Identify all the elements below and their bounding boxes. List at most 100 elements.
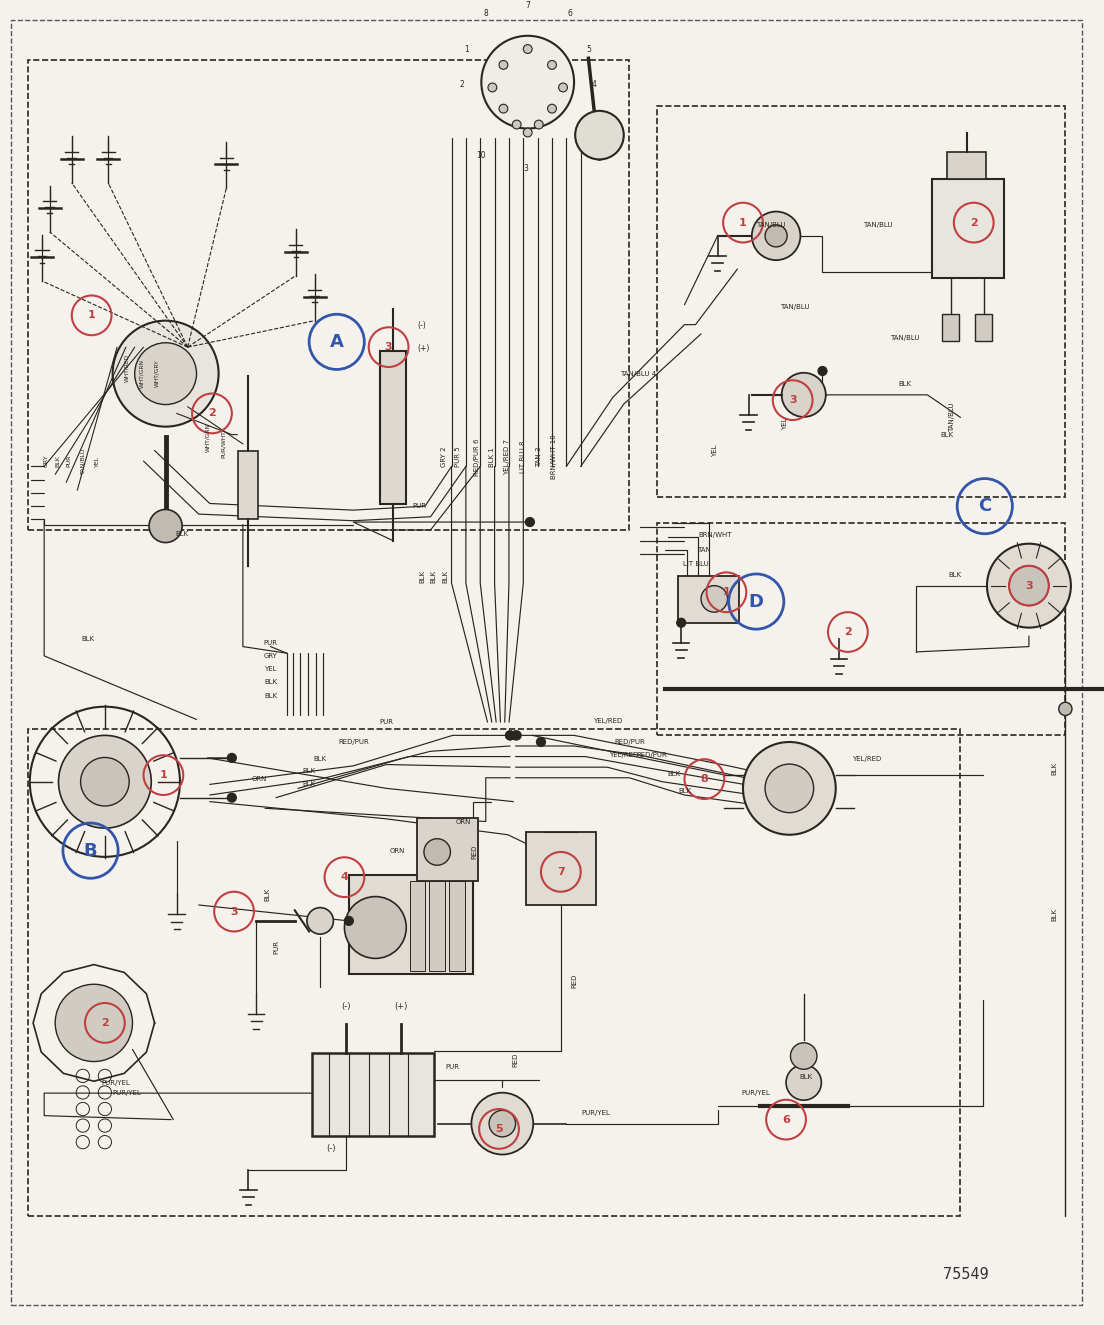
Text: YEL/RED: YEL/RED — [609, 753, 638, 758]
Text: 2: 2 — [208, 408, 216, 419]
Text: BLK: BLK — [899, 382, 912, 387]
Text: BLK: BLK — [302, 782, 316, 787]
Bar — [942, 314, 959, 341]
Circle shape — [488, 83, 497, 91]
Circle shape — [782, 372, 826, 417]
Text: 10: 10 — [477, 151, 486, 159]
Text: BLK: BLK — [948, 572, 962, 578]
Circle shape — [765, 225, 787, 246]
Circle shape — [743, 742, 836, 835]
Bar — [657, 523, 1065, 735]
Text: BLK: BLK — [941, 432, 954, 437]
Text: A: A — [330, 333, 343, 351]
Circle shape — [489, 1110, 516, 1137]
Text: 7: 7 — [556, 867, 565, 877]
Text: TAN/BLU: TAN/BLU — [781, 305, 809, 310]
Text: TAN/BLU: TAN/BLU — [81, 448, 85, 474]
Text: 5: 5 — [496, 1124, 502, 1134]
Text: C: C — [978, 497, 991, 515]
Circle shape — [987, 543, 1071, 628]
Text: YEL: YEL — [264, 666, 277, 672]
Text: WHT/GRN: WHT/GRN — [205, 423, 210, 452]
Circle shape — [307, 908, 333, 934]
Text: LIT BLU: LIT BLU — [682, 562, 709, 567]
Circle shape — [512, 731, 521, 739]
Text: PUR: PUR — [446, 1064, 459, 1069]
Text: BLK: BLK — [176, 531, 189, 537]
Circle shape — [506, 731, 514, 739]
Text: BRN/WHT: BRN/WHT — [699, 533, 732, 538]
Text: 4: 4 — [592, 81, 596, 89]
Text: BLK: BLK — [264, 680, 277, 685]
Bar — [449, 881, 465, 971]
Text: TAN 3: TAN 3 — [535, 447, 542, 468]
Text: PUR 5: PUR 5 — [455, 447, 461, 468]
Text: PUR: PUR — [380, 719, 393, 725]
Text: 3: 3 — [789, 395, 796, 405]
Text: 7: 7 — [526, 1, 530, 9]
Text: PUR/YEL: PUR/YEL — [102, 1080, 130, 1085]
Text: 2: 2 — [843, 627, 852, 637]
Text: PUR/YEL: PUR/YEL — [742, 1090, 771, 1096]
Bar — [28, 729, 960, 1216]
Circle shape — [227, 754, 236, 762]
Text: BLK: BLK — [799, 1075, 813, 1080]
Text: 1: 1 — [159, 770, 168, 780]
Text: BLK: BLK — [264, 693, 277, 698]
Text: PUR: PUR — [66, 454, 71, 468]
Text: BLK: BLK — [442, 570, 448, 583]
Text: PUR/WHT: PUR/WHT — [221, 431, 225, 457]
Text: TAN/BLU: TAN/BLU — [948, 403, 955, 432]
Circle shape — [523, 129, 532, 136]
Text: BRN/WHT 10: BRN/WHT 10 — [551, 435, 558, 480]
Text: (-): (-) — [341, 1002, 350, 1011]
Circle shape — [818, 367, 827, 375]
Circle shape — [526, 518, 534, 526]
Text: BLK: BLK — [1051, 762, 1058, 775]
Text: D: D — [749, 592, 764, 611]
Text: ORN: ORN — [390, 848, 405, 853]
Bar — [312, 1053, 434, 1136]
Text: GRY: GRY — [44, 454, 49, 468]
Circle shape — [523, 45, 532, 53]
Text: TAN: TAN — [698, 547, 711, 553]
Circle shape — [344, 917, 353, 925]
Text: 3: 3 — [231, 906, 237, 917]
Bar — [526, 832, 596, 905]
Circle shape — [499, 105, 508, 113]
Circle shape — [113, 321, 219, 427]
Text: 2: 2 — [969, 217, 978, 228]
Text: 3: 3 — [1026, 580, 1032, 591]
Text: 6: 6 — [567, 9, 572, 17]
Text: GRY: GRY — [264, 653, 277, 659]
Text: YEL: YEL — [712, 444, 719, 457]
Text: 2: 2 — [459, 81, 464, 89]
Text: BLK: BLK — [264, 888, 270, 901]
Text: 75549: 75549 — [943, 1267, 989, 1283]
Circle shape — [424, 839, 450, 865]
Text: PUR/YEL: PUR/YEL — [582, 1110, 611, 1116]
Text: YEL/RED 7: YEL/RED 7 — [503, 439, 510, 476]
Circle shape — [548, 105, 556, 113]
Text: RED: RED — [512, 1053, 519, 1067]
Bar — [28, 60, 629, 530]
Text: ORN: ORN — [456, 819, 471, 824]
Text: 1: 1 — [739, 217, 747, 228]
Bar — [975, 314, 992, 341]
Circle shape — [548, 61, 556, 69]
Text: GRY 2: GRY 2 — [440, 447, 447, 468]
Circle shape — [135, 343, 197, 404]
Text: WHT/GRN: WHT/GRN — [139, 359, 144, 388]
Text: LIT BLU 8: LIT BLU 8 — [520, 441, 527, 473]
Text: BLK: BLK — [1051, 908, 1058, 921]
Bar — [678, 576, 739, 623]
Text: BLK: BLK — [82, 636, 95, 641]
Text: RED/PUR: RED/PUR — [338, 739, 369, 745]
Text: BLK: BLK — [420, 570, 426, 583]
Circle shape — [81, 758, 129, 806]
Bar — [349, 874, 473, 974]
Text: 1: 1 — [465, 45, 469, 53]
Text: 3: 3 — [385, 342, 392, 352]
Text: 8: 8 — [484, 9, 488, 17]
Text: TAN/BLU: TAN/BLU — [863, 223, 892, 228]
